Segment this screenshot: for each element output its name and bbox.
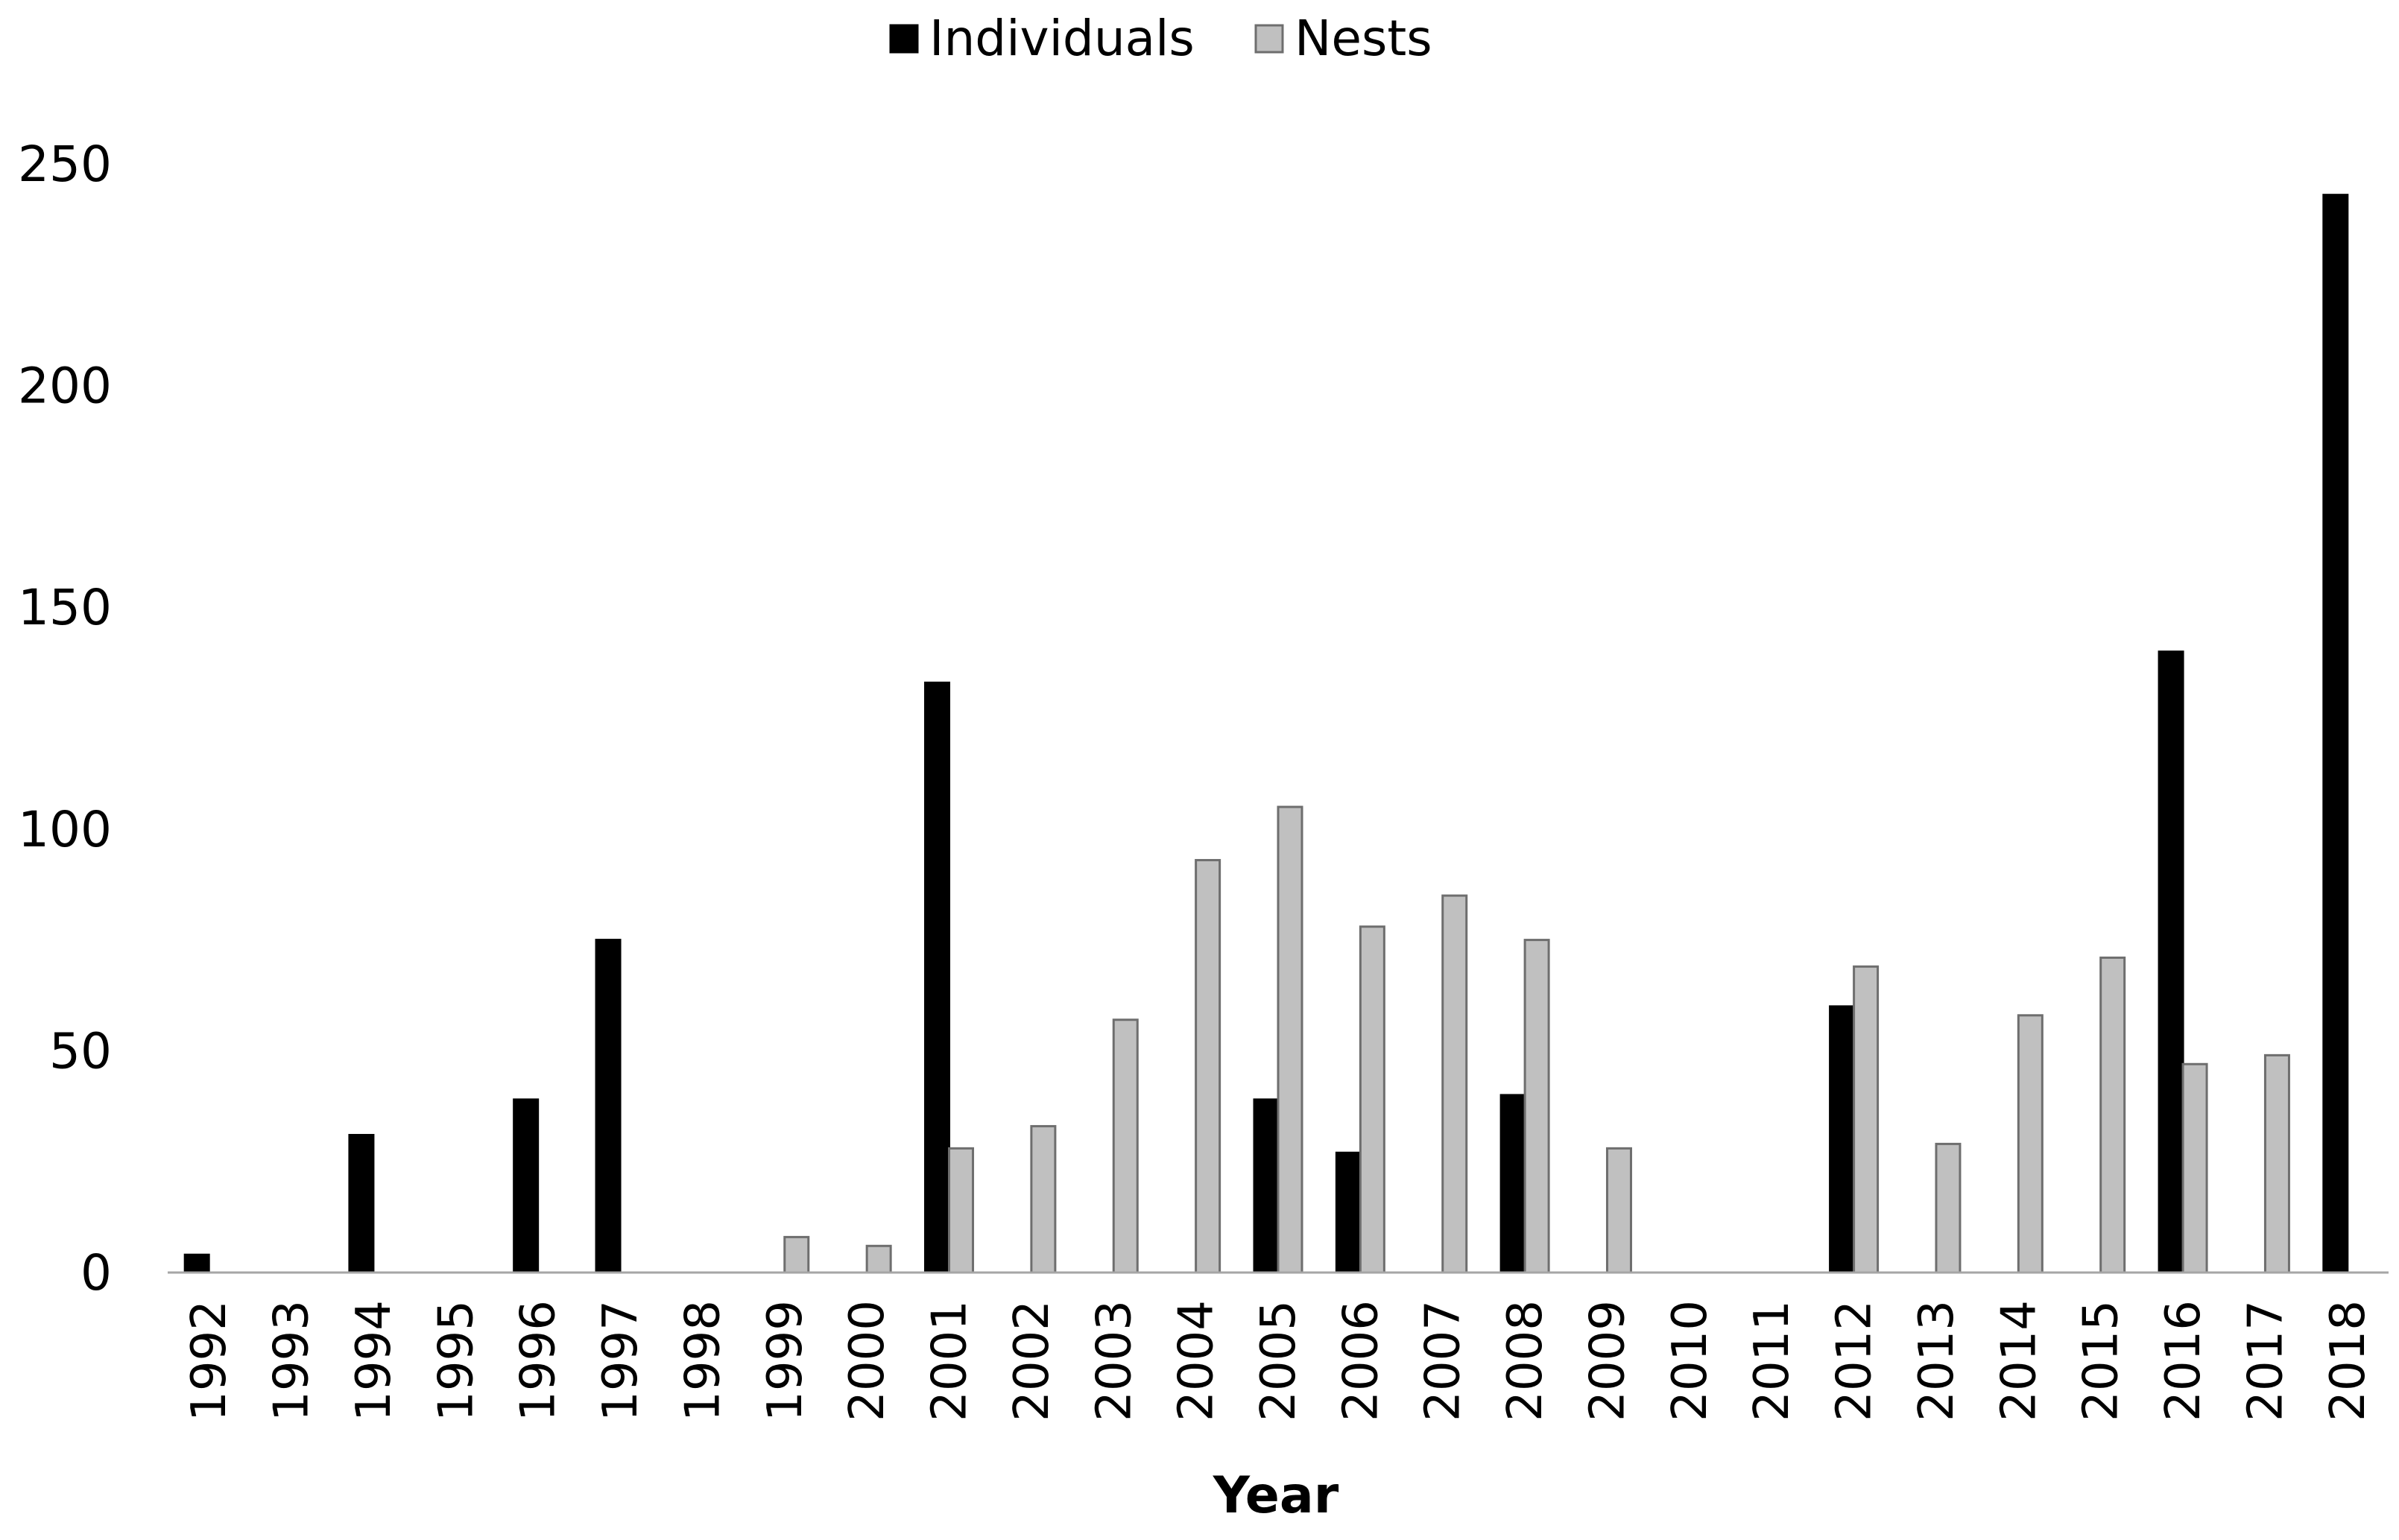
bar-individuals-2005	[1253, 1098, 1280, 1274]
bar-nests-2005	[1277, 805, 1303, 1274]
x-tick-label: 2016	[2156, 1300, 2211, 1422]
bar-nests-1999	[783, 1235, 810, 1274]
legend-label-nests: Nests	[1295, 10, 1432, 67]
x-tick-label: 2005	[1251, 1300, 1306, 1422]
legend-swatch-individuals	[889, 24, 919, 54]
bars	[183, 194, 2349, 1274]
bar-nests-2008	[1523, 939, 1550, 1274]
bar-individuals-1994	[348, 1133, 375, 1274]
bar-individuals-2001	[924, 681, 951, 1274]
x-tick-label: 2009	[1580, 1300, 1635, 1422]
x-tick-label: 2001	[923, 1300, 978, 1422]
bar-nests-2006	[1359, 925, 1385, 1274]
x-tick-label: 1995	[429, 1300, 484, 1422]
bar-nests-2002	[1030, 1125, 1057, 1274]
bar-nests-2017	[2263, 1053, 2290, 1274]
bar-nests-2012	[1853, 965, 1880, 1274]
x-tick-label: 1997	[593, 1300, 648, 1422]
bar-individuals-2016	[2158, 650, 2184, 1274]
x-tick-label: 1999	[758, 1300, 813, 1422]
x-tick-label: 2013	[1909, 1300, 1965, 1422]
x-tick-label: 1998	[675, 1300, 730, 1422]
x-tick-label: 2012	[1827, 1300, 1883, 1422]
x-tick-label: 2017	[2238, 1300, 2293, 1422]
bar-individuals-2008	[1499, 1094, 1526, 1274]
bar-individuals-1997	[595, 939, 622, 1274]
legend-label-individuals: Individuals	[929, 10, 1195, 67]
x-tick-label: 2007	[1416, 1300, 1471, 1422]
x-tick-label: 1996	[511, 1300, 566, 1422]
x-tick-label: 2000	[840, 1300, 895, 1422]
legend-swatch-nests	[1254, 24, 1284, 54]
x-tick-label: 2008	[1498, 1300, 1553, 1422]
x-tick-label: 2002	[1005, 1300, 1060, 1422]
x-tick-label: 2004	[1169, 1300, 1224, 1422]
y-tick-label: 150	[18, 579, 112, 636]
bar-nests-2016	[2181, 1062, 2208, 1274]
y-tick-label: 100	[18, 801, 112, 858]
bar-nests-2004	[1195, 858, 1221, 1274]
x-tick-label: 1993	[265, 1300, 320, 1422]
x-tick-label: 1992	[182, 1300, 237, 1422]
y-axis: 0 50 100 150 200 250	[18, 136, 112, 1302]
bar-individuals-1992	[183, 1253, 210, 1274]
x-tick-label: 2011	[1745, 1300, 1800, 1422]
x-axis: 1992 1993 1994 1995 1996 1997 1998 1999 2000 2001…	[168, 1271, 2389, 1422]
x-axis-title: Year	[1213, 1466, 1339, 1525]
bar-nests-2001	[948, 1147, 975, 1274]
x-tick-label: 2006	[1333, 1300, 1388, 1422]
bar-nests-2003	[1112, 1018, 1139, 1274]
y-tick-label: 0	[80, 1244, 112, 1302]
x-tick-label: 1994	[347, 1300, 402, 1422]
x-tick-label: 2015	[2074, 1300, 2129, 1422]
x-tick-label: 2003	[1087, 1300, 1142, 1422]
bar-nests-2014	[2017, 1014, 2044, 1274]
bar-nests-2000	[865, 1244, 892, 1274]
bar-individuals-2018	[2322, 194, 2349, 1274]
bar-individuals-2012	[1829, 1005, 1856, 1274]
bar-nests-2013	[1935, 1142, 1962, 1274]
legend: Individuals Nests	[889, 10, 1432, 67]
bar-individuals-2006	[1335, 1151, 1362, 1274]
bar-individuals-1996	[513, 1098, 540, 1274]
y-tick-label: 250	[18, 136, 112, 193]
bar-nests-2009	[1605, 1147, 1632, 1274]
y-tick-label: 200	[18, 358, 112, 415]
x-tick-label: 2014	[1991, 1300, 2046, 1422]
x-tick-label: 2018	[2321, 1300, 2376, 1422]
y-tick-label: 50	[49, 1022, 112, 1080]
x-tick-label: 2010	[1663, 1300, 1718, 1422]
bar-nests-2007	[1441, 894, 1468, 1274]
bar-nests-2015	[2099, 956, 2126, 1274]
